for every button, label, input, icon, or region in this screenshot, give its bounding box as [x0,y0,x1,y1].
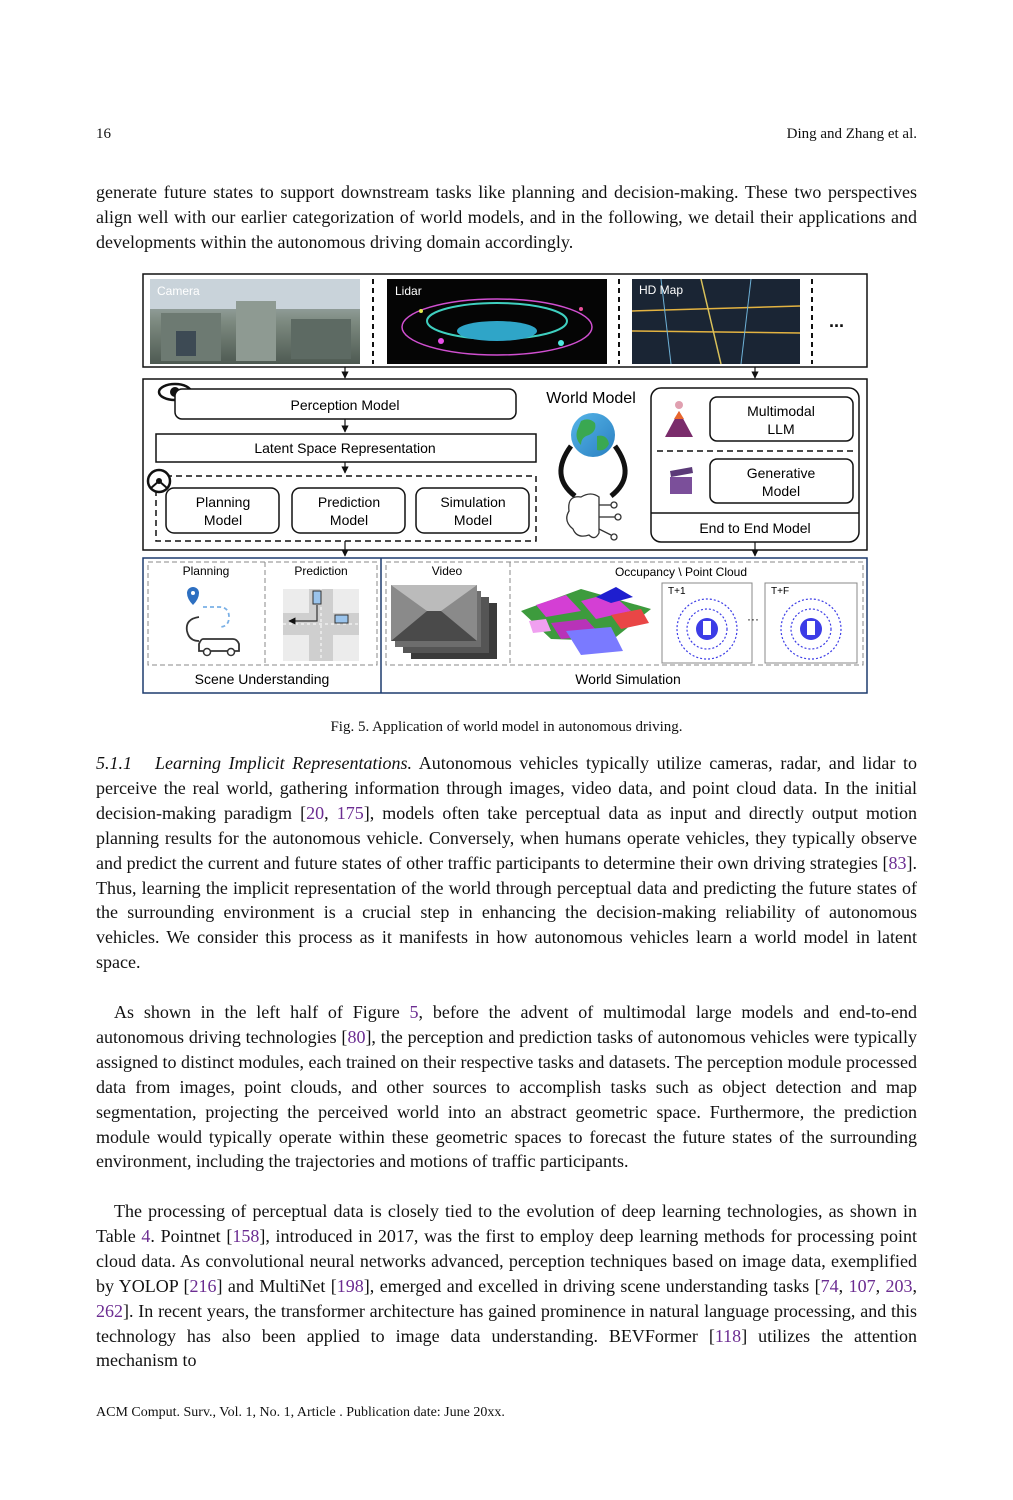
camera-image: Camera [150,279,360,364]
occupancy-grid-image [521,587,651,655]
video-output-label: Video [432,564,463,578]
lidar-image: Lidar [387,279,607,364]
hd-map-image: HD Map [631,278,801,365]
citation-link[interactable]: 107 [848,1275,876,1296]
citation-link[interactable]: 80 [347,1026,366,1047]
citation-link[interactable]: 262 [96,1300,123,1321]
figure-world-model-application: Camera Lidar HD Map ... Perception Model… [142,273,868,694]
occupancy-output-label: Occupancy \ Point Cloud [615,565,747,579]
citation-link[interactable]: 83 [888,852,907,873]
citation-link[interactable]: 20 [306,802,325,823]
citation-link[interactable]: 158 [232,1225,260,1246]
lidar-label: Lidar [395,284,422,298]
world-simulation-label: World Simulation [575,671,681,687]
clapperboard-icon [670,467,693,494]
generative-model-box [709,458,854,504]
latent-space-label: Latent Space Representation [254,440,435,456]
figure-reference-link[interactable]: 5 [409,1002,419,1022]
section-number: 5.1.1 [96,753,132,773]
citation-link[interactable]: 118 [714,1325,742,1346]
section-title: Learning Implicit Representations. [154,753,413,773]
video-frames [391,585,497,659]
input-panel [142,273,868,368]
point-cloud-tf: T+F [764,582,858,664]
planning-model-label-2: Model [204,512,242,528]
point-cloud-t1: T+1 [661,582,753,664]
camera-label: Camera [157,284,200,298]
multimodal-llm-label-1: Multimodal [747,403,815,419]
intro-paragraph: generate future states to support downst… [96,182,917,252]
page-footer: ACM Comput. Surv., Vol. 1, No. 1, Articl… [96,1405,505,1420]
prediction-model-label-2: Model [330,512,368,528]
planning-output-label: Planning [183,564,230,578]
multimodal-llm-box [709,396,854,442]
page-number: 16 [96,126,111,142]
citation-link[interactable]: 216 [189,1275,217,1296]
section-paragraph-3: The processing of perceptual data is clo… [96,1201,918,1371]
citation-link[interactable]: 175 [336,802,364,823]
globe-icon [571,413,615,457]
simulation-model-label-1: Simulation [440,494,505,510]
model-panel [142,378,868,551]
table-reference-link[interactable]: 4 [141,1225,151,1246]
planning-model-label-1: Planning [196,494,251,510]
simulation-model-label-2: Model [454,512,492,528]
end-to-end-model-label: End to End Model [699,520,810,536]
generative-model-label-1: Generative [747,465,816,481]
citation-link[interactable]: 74 [820,1275,839,1296]
more-inputs-ellipsis: ... [829,311,844,331]
brain-network-icon [566,493,622,541]
prediction-model-label-1: Prediction [318,494,380,510]
citation-link[interactable]: 198 [336,1275,364,1296]
hd-map-label: HD Map [639,283,683,297]
route-car-icon [185,587,240,657]
perception-model-label: Perception Model [291,397,400,413]
multimodal-llm-label-2: LLM [767,421,794,437]
prediction-output-label: Prediction [294,564,347,578]
planning-model-box [165,487,280,534]
citation-link[interactable]: 203 [885,1275,913,1296]
t-plus-1-label: T+1 [668,586,686,597]
volcano-icon [665,401,693,437]
section-paragraph-1: 5.1.1 Learning Implicit Representations.… [96,753,918,973]
latent-space-box [155,433,537,463]
running-header-authors: Ding and Zhang et al. [786,126,917,142]
generative-model-label-2: Model [762,483,800,499]
t-plus-f-label: T+F [771,586,789,597]
output-panel [142,557,868,694]
intersection-prediction-icon [283,589,359,661]
scene-understanding-label: Scene Understanding [195,671,330,687]
world-model-title: World Model [546,390,636,407]
prediction-model-box [291,487,406,534]
figure-caption: Fig. 5. Application of world model in au… [330,719,683,735]
svg-text:···: ··· [747,612,759,626]
task-models-group [155,475,537,542]
simulation-model-box [415,487,530,534]
section-paragraph-2: As shown in the left half of Figure 5, b… [96,1002,917,1172]
steering-wheel-icon [146,468,172,494]
